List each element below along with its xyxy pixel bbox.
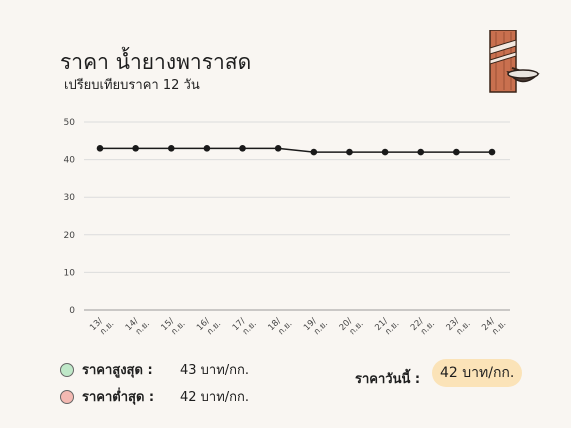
- x-tick-label: 14/ก.ย.: [124, 316, 152, 337]
- x-tick-label: 24/ก.ย.: [480, 316, 508, 337]
- y-tick-label: 50: [64, 118, 76, 128]
- page-subtitle: เปรียบเทียบราคา 12 วัน: [64, 78, 200, 93]
- data-point: [346, 148, 353, 156]
- x-tick-label: 18/ก.ย.: [266, 316, 294, 337]
- min-price-row: ราคาต่ำสุด : 42 บาท/กก.: [60, 386, 249, 407]
- x-tick-label: 19/ก.ย.: [302, 316, 330, 337]
- today-price-label: ราคาวันนี้ :: [355, 372, 421, 387]
- series-line: [100, 147, 492, 153]
- y-tick-label: 20: [64, 231, 76, 241]
- max-price-row: ราคาสูงสุด : 43 บาท/กก.: [60, 359, 249, 380]
- max-price-value: 43 บาท/กก.: [180, 363, 250, 378]
- data-point: [453, 148, 460, 156]
- y-tick-label: 0: [69, 306, 75, 316]
- min-price-label: ราคาต่ำสุด :: [82, 390, 155, 405]
- data-point: [310, 148, 318, 156]
- data-point: [239, 145, 246, 152]
- min-price-value: 42 บาท/กก.: [180, 390, 250, 405]
- data-point: [417, 148, 425, 156]
- page-title: ราคา น้ำยางพาราสด: [60, 50, 252, 74]
- max-indicator-icon: [60, 362, 74, 377]
- y-tick-label: 40: [64, 156, 76, 166]
- x-tick-label: 17/ก.ย.: [231, 316, 259, 337]
- x-tick-label: 22/ก.ย.: [409, 316, 437, 337]
- rubber-tapping-icon: [489, 30, 540, 93]
- data-point: [132, 145, 139, 152]
- data-point: [381, 148, 389, 156]
- data-point: [96, 145, 104, 152]
- x-tick-label: 20/ก.ย.: [338, 316, 366, 337]
- min-indicator-icon: [60, 389, 74, 404]
- x-tick-label: 15/ก.ย.: [159, 316, 187, 337]
- x-tick-label: 21/ก.ย.: [373, 316, 401, 337]
- x-tick-label: 16/ก.ย.: [195, 316, 223, 337]
- x-tick-label: 13/ก.ย.: [88, 316, 116, 337]
- data-point: [203, 145, 211, 152]
- data-point: [488, 148, 496, 156]
- data-point: [274, 145, 282, 152]
- y-tick-label: 30: [64, 193, 76, 203]
- today-price-value: 42 บาท/กก.: [432, 359, 523, 387]
- x-tick-label: 23/ก.ย.: [445, 316, 473, 337]
- max-price-label: ราคาสูงสุด :: [82, 363, 153, 378]
- y-tick-label: 10: [64, 268, 76, 278]
- data-point: [167, 145, 175, 152]
